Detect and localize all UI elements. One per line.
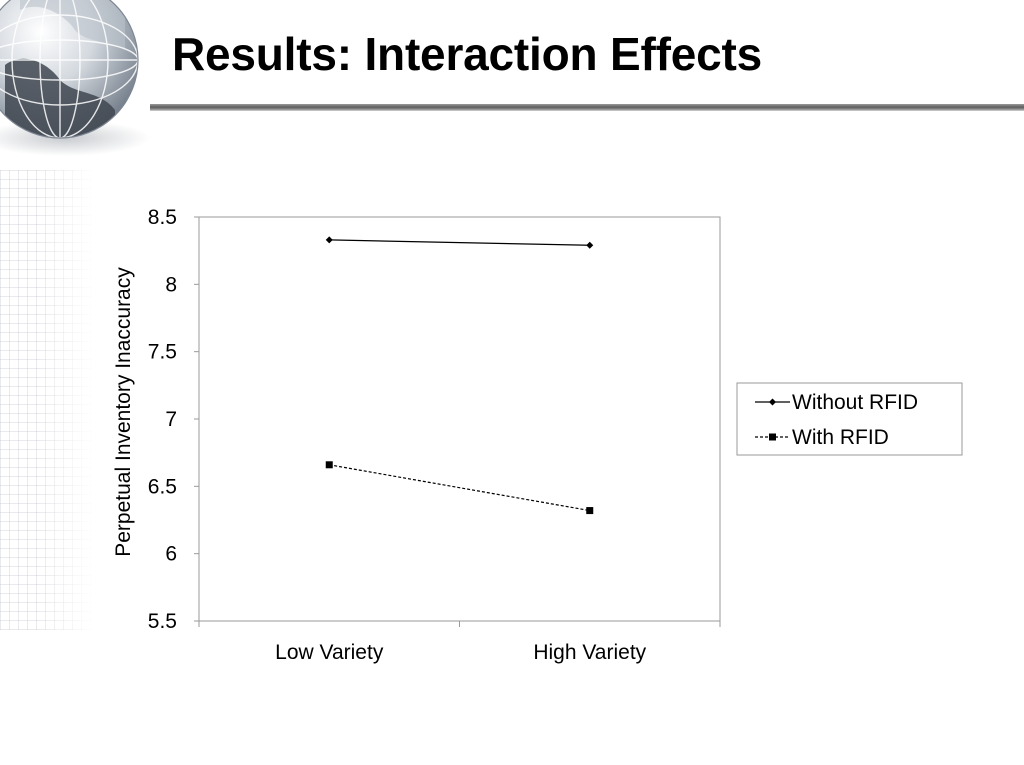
slide-title: Results: Interaction Effects — [172, 28, 762, 80]
legend-label-with-rfid: With RFID — [792, 426, 889, 449]
title-divider — [150, 104, 1024, 111]
axes-layer: 5.5 6 6.5 7 7.5 8 8.5 Low Variety High Variety — [148, 206, 721, 664]
data-point-without-rfid — [586, 241, 594, 249]
data-point-with-rfid — [586, 507, 594, 515]
x-category-label: High Variety — [533, 641, 646, 664]
plot-area — [198, 216, 721, 622]
series-line-with-rfid — [329, 464, 590, 512]
legend-marker-without-rfid — [769, 398, 776, 406]
legend: Without RFID With RFID — [736, 382, 963, 456]
y-tick-label: 8 — [165, 273, 177, 296]
series-layer — [325, 236, 594, 515]
series-line-without-rfid — [329, 239, 590, 246]
y-tick-label: 7 — [165, 408, 177, 431]
y-axis-title: Perpetual Inventory Inaccuracy — [112, 267, 135, 557]
x-category-label: Low Variety — [275, 641, 384, 664]
legend-marker-with-rfid — [769, 433, 776, 441]
legend-box — [736, 382, 963, 456]
y-tick-label: 5.5 — [148, 610, 177, 633]
data-point-with-rfid — [325, 461, 333, 469]
y-tick-label: 6.5 — [148, 475, 177, 498]
data-point-without-rfid — [325, 236, 333, 244]
y-tick-label: 7.5 — [148, 341, 177, 364]
decorative-grid-background — [0, 170, 95, 630]
y-tick-label: 6 — [165, 543, 177, 566]
legend-label-without-rfid: Without RFID — [792, 391, 918, 414]
y-tick-label: 8.5 — [148, 206, 177, 229]
globe-icon — [0, 0, 155, 160]
